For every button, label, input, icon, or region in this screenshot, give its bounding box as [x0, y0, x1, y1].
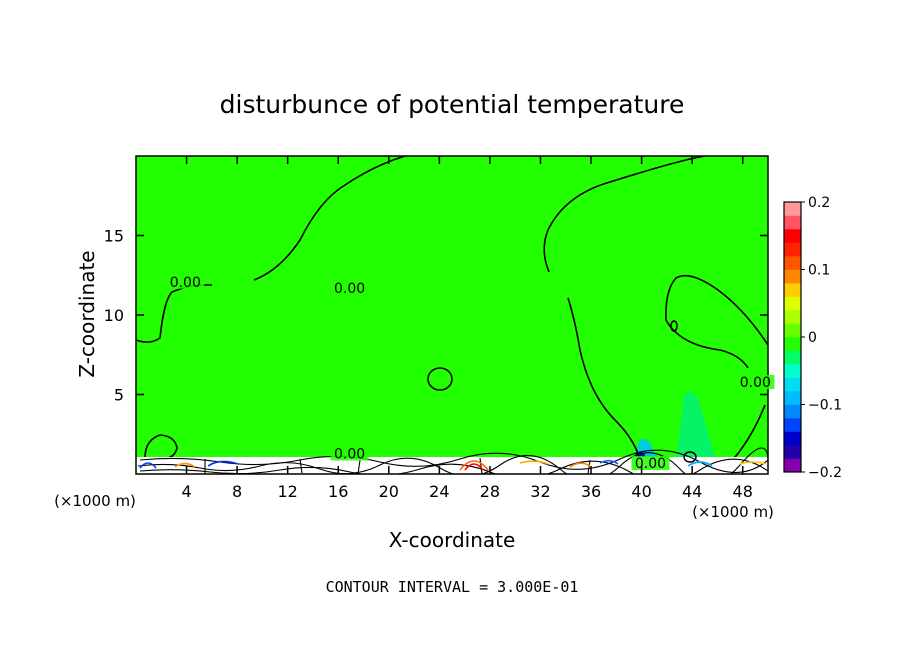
colorbar-swatch [784, 269, 801, 284]
colorbar-swatch [784, 215, 801, 230]
colorbar-swatch [784, 445, 801, 459]
colorbar-swatch [784, 431, 801, 446]
x-unit-label-left: (×1000 m) [54, 492, 136, 510]
colorbar-swatch [784, 310, 801, 324]
colorbar-swatch [784, 202, 801, 216]
contour-line [543, 156, 706, 273]
colorbar-tick-label: 0 [808, 330, 817, 346]
colorbar-swatch [784, 229, 801, 243]
y-tick-label: 10 [104, 306, 124, 325]
colorbar-ticks: 0.2 0.1 0 −0.1 −0.2 [801, 195, 842, 481]
y-axis: 5 10 15 [104, 227, 768, 405]
contour-label-bg [330, 446, 369, 461]
plot-area [136, 156, 768, 474]
contour-label-bg [166, 274, 205, 289]
x-tick-label: 12 [278, 482, 298, 501]
x-tick-label: 8 [232, 482, 242, 501]
x-tick-label: 40 [631, 482, 651, 501]
colorbar-tick-label: 0.2 [808, 195, 830, 211]
colorbar-tick-label: −0.1 [808, 398, 842, 414]
colorbar-swatch [784, 283, 801, 297]
colorbar-swatch [784, 296, 801, 311]
x-tick-label: 16 [328, 482, 348, 501]
x-tick-label: 32 [530, 482, 550, 501]
colorbar-swatch [784, 377, 801, 392]
contour-label-bg [736, 374, 775, 389]
x-unit-label-right: (×1000 m) [692, 503, 774, 521]
x-tick-label: 36 [581, 482, 601, 501]
y-tick-label: 15 [104, 227, 124, 246]
contour-label: 0.00 [635, 456, 666, 472]
x-axis-label: X-coordinate [389, 528, 516, 552]
y-tick-label: 5 [114, 386, 124, 405]
x-tick-label: 44 [682, 482, 702, 501]
colorbar-swatch [784, 256, 801, 270]
contour-line [427, 367, 453, 391]
contour-label: 0.00 [740, 375, 771, 391]
colorbar [783, 201, 802, 473]
colorbar-swatch [784, 418, 801, 432]
chart-title: disturbunce of potential temperature [220, 90, 685, 119]
colorbar-swatch [784, 337, 801, 351]
colorbar-tick-label: −0.2 [808, 465, 842, 481]
colorbar-swatch [784, 364, 801, 378]
x-tick-label: 4 [181, 482, 191, 501]
contour-label: 0.00 [334, 281, 365, 297]
y-axis-label: Z-coordinate [75, 250, 99, 377]
contour-label: 0.00 [170, 275, 201, 291]
colorbar-swatch [784, 350, 801, 365]
contour-label-bg [330, 281, 369, 296]
field-background [136, 156, 768, 474]
contour-interval-note: CONTOUR INTERVAL = 3.000E-01 [326, 578, 579, 596]
cool-anomaly-plume [676, 392, 716, 460]
x-tick-label: 20 [379, 482, 399, 501]
colorbar-swatch [784, 323, 801, 338]
contour-line [665, 274, 768, 369]
x-tick-label: 48 [733, 482, 753, 501]
x-axis: 4 8 12 16 20 24 28 32 36 40 44 48 [181, 156, 753, 501]
colorbar-tick-label: 0.1 [808, 263, 830, 279]
x-tick-label: 24 [429, 482, 449, 501]
colorbar-swatch [784, 404, 801, 419]
colorbar-swatch [784, 242, 801, 257]
colorbar-swatch [784, 458, 801, 473]
contour-line [144, 434, 178, 459]
colorbar-swatch [784, 391, 801, 405]
contour-line [567, 297, 641, 461]
contour-line [670, 320, 678, 332]
x-tick-label: 28 [480, 482, 500, 501]
contour-label: 0.00 [334, 447, 365, 463]
